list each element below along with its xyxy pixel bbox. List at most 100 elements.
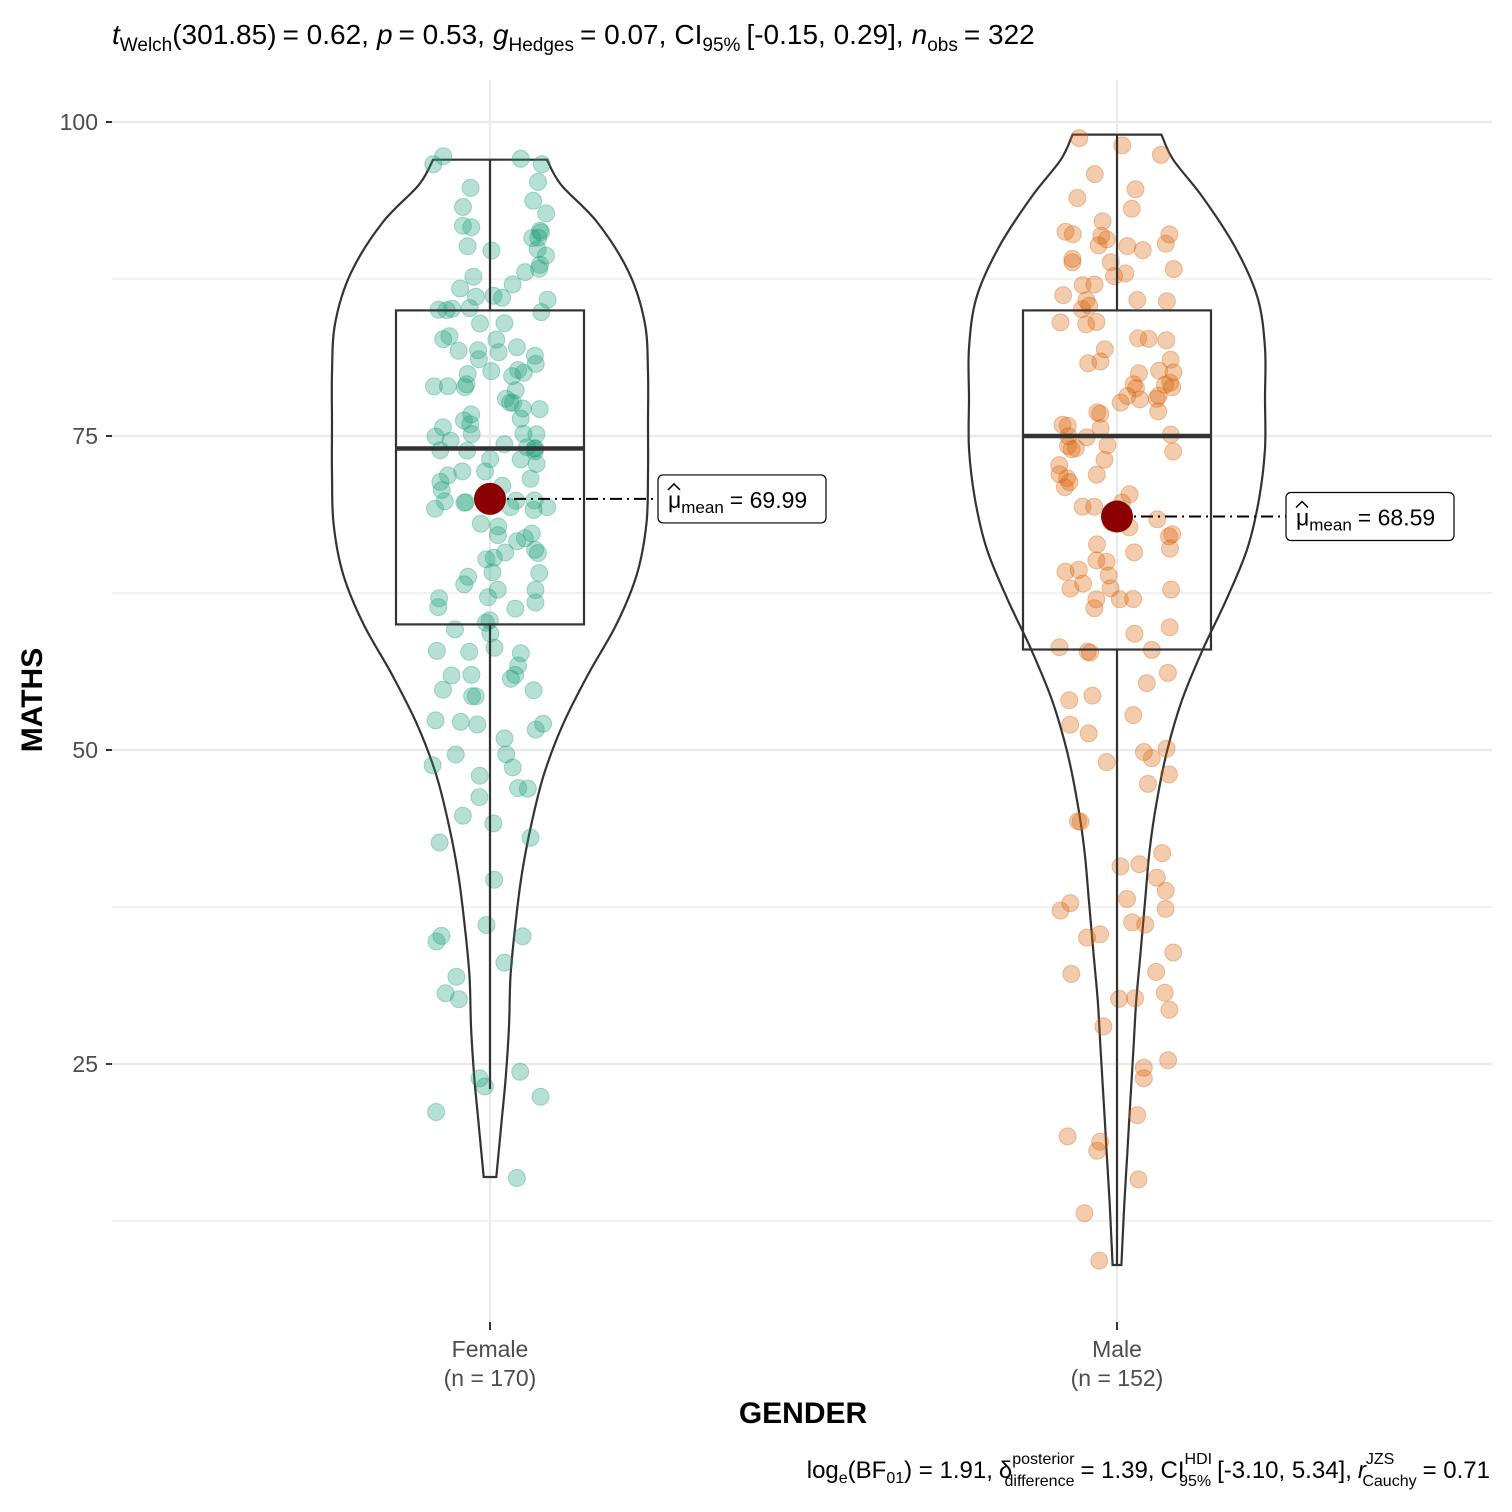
data-point — [525, 346, 544, 365]
data-point — [514, 363, 533, 382]
data-point — [1148, 510, 1167, 529]
data-point — [1111, 393, 1130, 412]
data-point — [484, 548, 503, 567]
data-point — [1111, 857, 1130, 876]
data-point — [1087, 465, 1106, 484]
data-point — [1153, 844, 1172, 863]
data-point — [464, 267, 483, 286]
data-point — [509, 656, 528, 675]
x-tick-label: Female — [452, 1336, 529, 1362]
data-point — [521, 828, 540, 847]
data-point — [1161, 539, 1179, 558]
data-point — [460, 642, 479, 661]
data-point — [1159, 1051, 1178, 1070]
data-point — [1078, 642, 1097, 661]
data-point — [1147, 868, 1166, 887]
data-point — [1156, 881, 1175, 900]
data-point — [1060, 473, 1079, 492]
data-point — [1124, 590, 1143, 608]
data-point — [425, 377, 443, 396]
data-point — [1088, 403, 1107, 422]
data-point — [526, 540, 545, 559]
data-point — [453, 462, 472, 481]
data-point — [1134, 1069, 1153, 1088]
x-tick-label: Male — [1092, 1336, 1142, 1362]
mean-point — [474, 482, 506, 515]
data-point — [1162, 580, 1181, 599]
data-point — [1128, 291, 1147, 309]
mean-label: μmean = 68.59 — [1296, 505, 1435, 535]
data-point — [1087, 551, 1106, 570]
data-point — [438, 466, 457, 485]
data-point — [1129, 1170, 1148, 1189]
data-point — [538, 290, 557, 309]
data-point — [1094, 1017, 1113, 1036]
data-point — [469, 341, 488, 360]
data-point — [522, 524, 541, 543]
data-point — [471, 314, 489, 333]
data-point — [511, 450, 530, 469]
data-point — [430, 833, 449, 852]
grid-lines — [112, 80, 1492, 1322]
data-point — [459, 567, 478, 586]
data-point — [434, 680, 452, 699]
data-point — [477, 550, 496, 569]
data-point — [1131, 390, 1149, 409]
data-point — [525, 491, 544, 510]
data-point — [1085, 275, 1104, 294]
data-point — [1124, 375, 1143, 394]
data-point — [461, 415, 480, 434]
x-tick-count: (n = 152) — [1071, 1365, 1164, 1391]
data-point — [1125, 543, 1144, 562]
data-point — [1160, 765, 1178, 784]
data-point — [1075, 1204, 1094, 1223]
data-point — [531, 1087, 550, 1106]
data-point — [449, 990, 468, 1009]
data-point — [1085, 599, 1104, 618]
data-point — [1160, 225, 1179, 244]
data-point — [1123, 913, 1142, 932]
data-point — [462, 218, 481, 237]
data-point — [435, 492, 454, 511]
data-point — [518, 779, 537, 798]
data-point — [507, 1169, 526, 1187]
data-point — [1139, 329, 1158, 348]
data-point — [476, 462, 494, 481]
data-point — [455, 493, 474, 512]
data-point — [447, 967, 466, 986]
y-tick-label: 50 — [72, 737, 98, 763]
data-point — [509, 361, 528, 379]
data-point — [503, 758, 522, 777]
data-point — [513, 927, 532, 946]
data-point — [1160, 1000, 1179, 1019]
data-point — [460, 299, 479, 318]
y-axis-title: MATHS — [16, 648, 49, 752]
data-point — [438, 377, 457, 396]
data-point — [1093, 212, 1112, 231]
data-point — [1099, 566, 1118, 585]
data-point — [457, 375, 476, 394]
data-point — [1110, 989, 1128, 1008]
mean-markers: μmean = 69.99 μmean = 68.59 — [474, 474, 1455, 542]
data-point — [513, 399, 532, 418]
data-point — [1110, 590, 1129, 609]
data-point — [501, 393, 520, 412]
data-point — [504, 393, 522, 412]
data-point — [1164, 442, 1183, 461]
data-point — [1163, 525, 1182, 544]
data-point — [526, 580, 545, 599]
data-point — [1126, 989, 1145, 1008]
y-tick-label: 75 — [72, 423, 98, 449]
data-point — [453, 806, 472, 825]
data-point — [1059, 437, 1077, 455]
data-point — [524, 500, 543, 519]
data-point — [449, 341, 468, 360]
data-point — [1116, 264, 1135, 283]
data-point — [1062, 964, 1081, 983]
data-point — [446, 745, 465, 764]
data-point — [1160, 527, 1178, 546]
data-point — [503, 275, 522, 294]
data-point — [1151, 145, 1170, 164]
data-point — [1081, 643, 1099, 662]
boxplots — [394, 134, 1213, 1265]
